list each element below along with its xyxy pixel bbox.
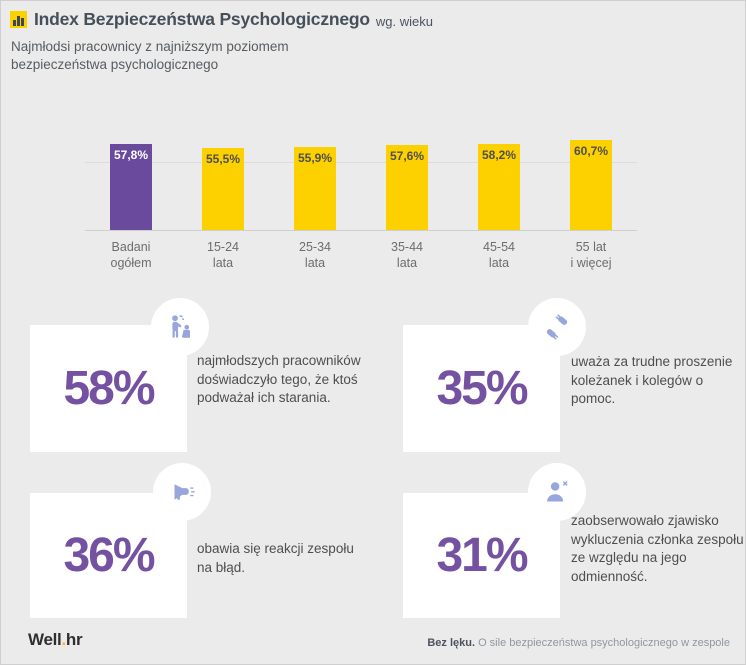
gridline bbox=[85, 162, 637, 163]
report-subtitle: O sile bezpieczeństwa psychologicznego w… bbox=[475, 637, 730, 649]
stat-text: obawia się reakcji zespołu na błąd. bbox=[197, 541, 354, 575]
stat-value: 36% bbox=[63, 529, 155, 582]
x-axis-label: 55 lat i więcej bbox=[570, 240, 612, 270]
bar-value: 55,5% bbox=[205, 152, 241, 166]
bar-column: 55,9% bbox=[269, 140, 361, 230]
x-axis-label: 15-24 lata bbox=[207, 240, 239, 270]
x-axis-labels: Badani ogółem 15-24 lata 25-34 lata 35-44 la… bbox=[85, 239, 637, 271]
page-title: Index Bezpieczeństwa Psychologicznego bbox=[34, 9, 370, 29]
report-caption: Bez lęku. O sile bezpieczeństwa psycholo… bbox=[427, 637, 730, 649]
stat-card-35: 35% bbox=[403, 325, 560, 452]
bar-25-34: 55,9% bbox=[294, 147, 336, 230]
bar-value: 55,9% bbox=[297, 151, 333, 165]
x-axis-label: 25-34 lata bbox=[299, 240, 331, 270]
user-excluded-icon bbox=[528, 463, 586, 521]
subtitle-line: Najmłodsi pracownicy z najniższym poziom… bbox=[11, 39, 289, 54]
bar-55-plus: 60,7% bbox=[570, 140, 612, 230]
bar-value: 57,8% bbox=[113, 148, 149, 162]
subtitle-line: bezpieczeństwa psychologicznego bbox=[11, 57, 219, 72]
header: Index Bezpieczeństwa Psychologicznego wg… bbox=[10, 9, 433, 30]
bullying-icon bbox=[151, 298, 209, 356]
bar-35-44: 57,6% bbox=[386, 145, 428, 230]
x-axis-label: 35-44 lata bbox=[391, 240, 423, 270]
report-title: Bez lęku. bbox=[427, 637, 476, 649]
bar-value: 58,2% bbox=[481, 148, 517, 162]
bar-value: 60,7% bbox=[573, 144, 609, 158]
page-title-suffix: wg. wieku bbox=[375, 14, 433, 29]
bar-column: 55,5% bbox=[177, 140, 269, 230]
bar-45-54: 58,2% bbox=[478, 144, 520, 230]
stat-value: 58% bbox=[63, 362, 155, 415]
logo-dot: . bbox=[61, 630, 66, 649]
stat-value: 35% bbox=[436, 362, 528, 415]
stat-value: 31% bbox=[436, 529, 528, 582]
bar-badani-ogolem: 57,8% bbox=[110, 144, 152, 230]
stat-text: zaobserwowało zjawisko wykluczenia człon… bbox=[571, 513, 744, 584]
chart-plot-area: 57,8% 55,5% 55,9% 57,6% 58,2% 60,7% bbox=[85, 140, 637, 231]
stat-card-36: 36% bbox=[30, 493, 187, 618]
x-axis-label: Badani ogółem bbox=[110, 240, 152, 270]
bar-column: 58,2% bbox=[453, 140, 545, 230]
wellhr-logo: Well.hr bbox=[28, 630, 83, 649]
megaphone-icon bbox=[153, 463, 211, 521]
bar-column: 57,6% bbox=[361, 140, 453, 230]
bar-column: 57,8% bbox=[85, 140, 177, 230]
helping-hands-icon bbox=[528, 298, 586, 356]
stat-text: najmłodszych pracowników doświadczyło te… bbox=[197, 353, 361, 405]
bar-15-24: 55,5% bbox=[202, 148, 244, 230]
stat-card-31: 31% bbox=[403, 493, 560, 618]
x-axis-label: 45-54 lata bbox=[483, 240, 515, 270]
stat-text: uważa za trudne proszenie koleżanek i ko… bbox=[571, 354, 733, 406]
bar-column: 60,7% bbox=[545, 140, 637, 230]
bar-value: 57,6% bbox=[389, 149, 425, 163]
subtitle: Najmłodsi pracownicy z najniższym poziom… bbox=[11, 38, 289, 74]
bar-chart-icon bbox=[10, 11, 27, 28]
age-bar-chart: 57,8% 55,5% 55,9% 57,6% 58,2% 60,7% Bada… bbox=[85, 140, 637, 271]
